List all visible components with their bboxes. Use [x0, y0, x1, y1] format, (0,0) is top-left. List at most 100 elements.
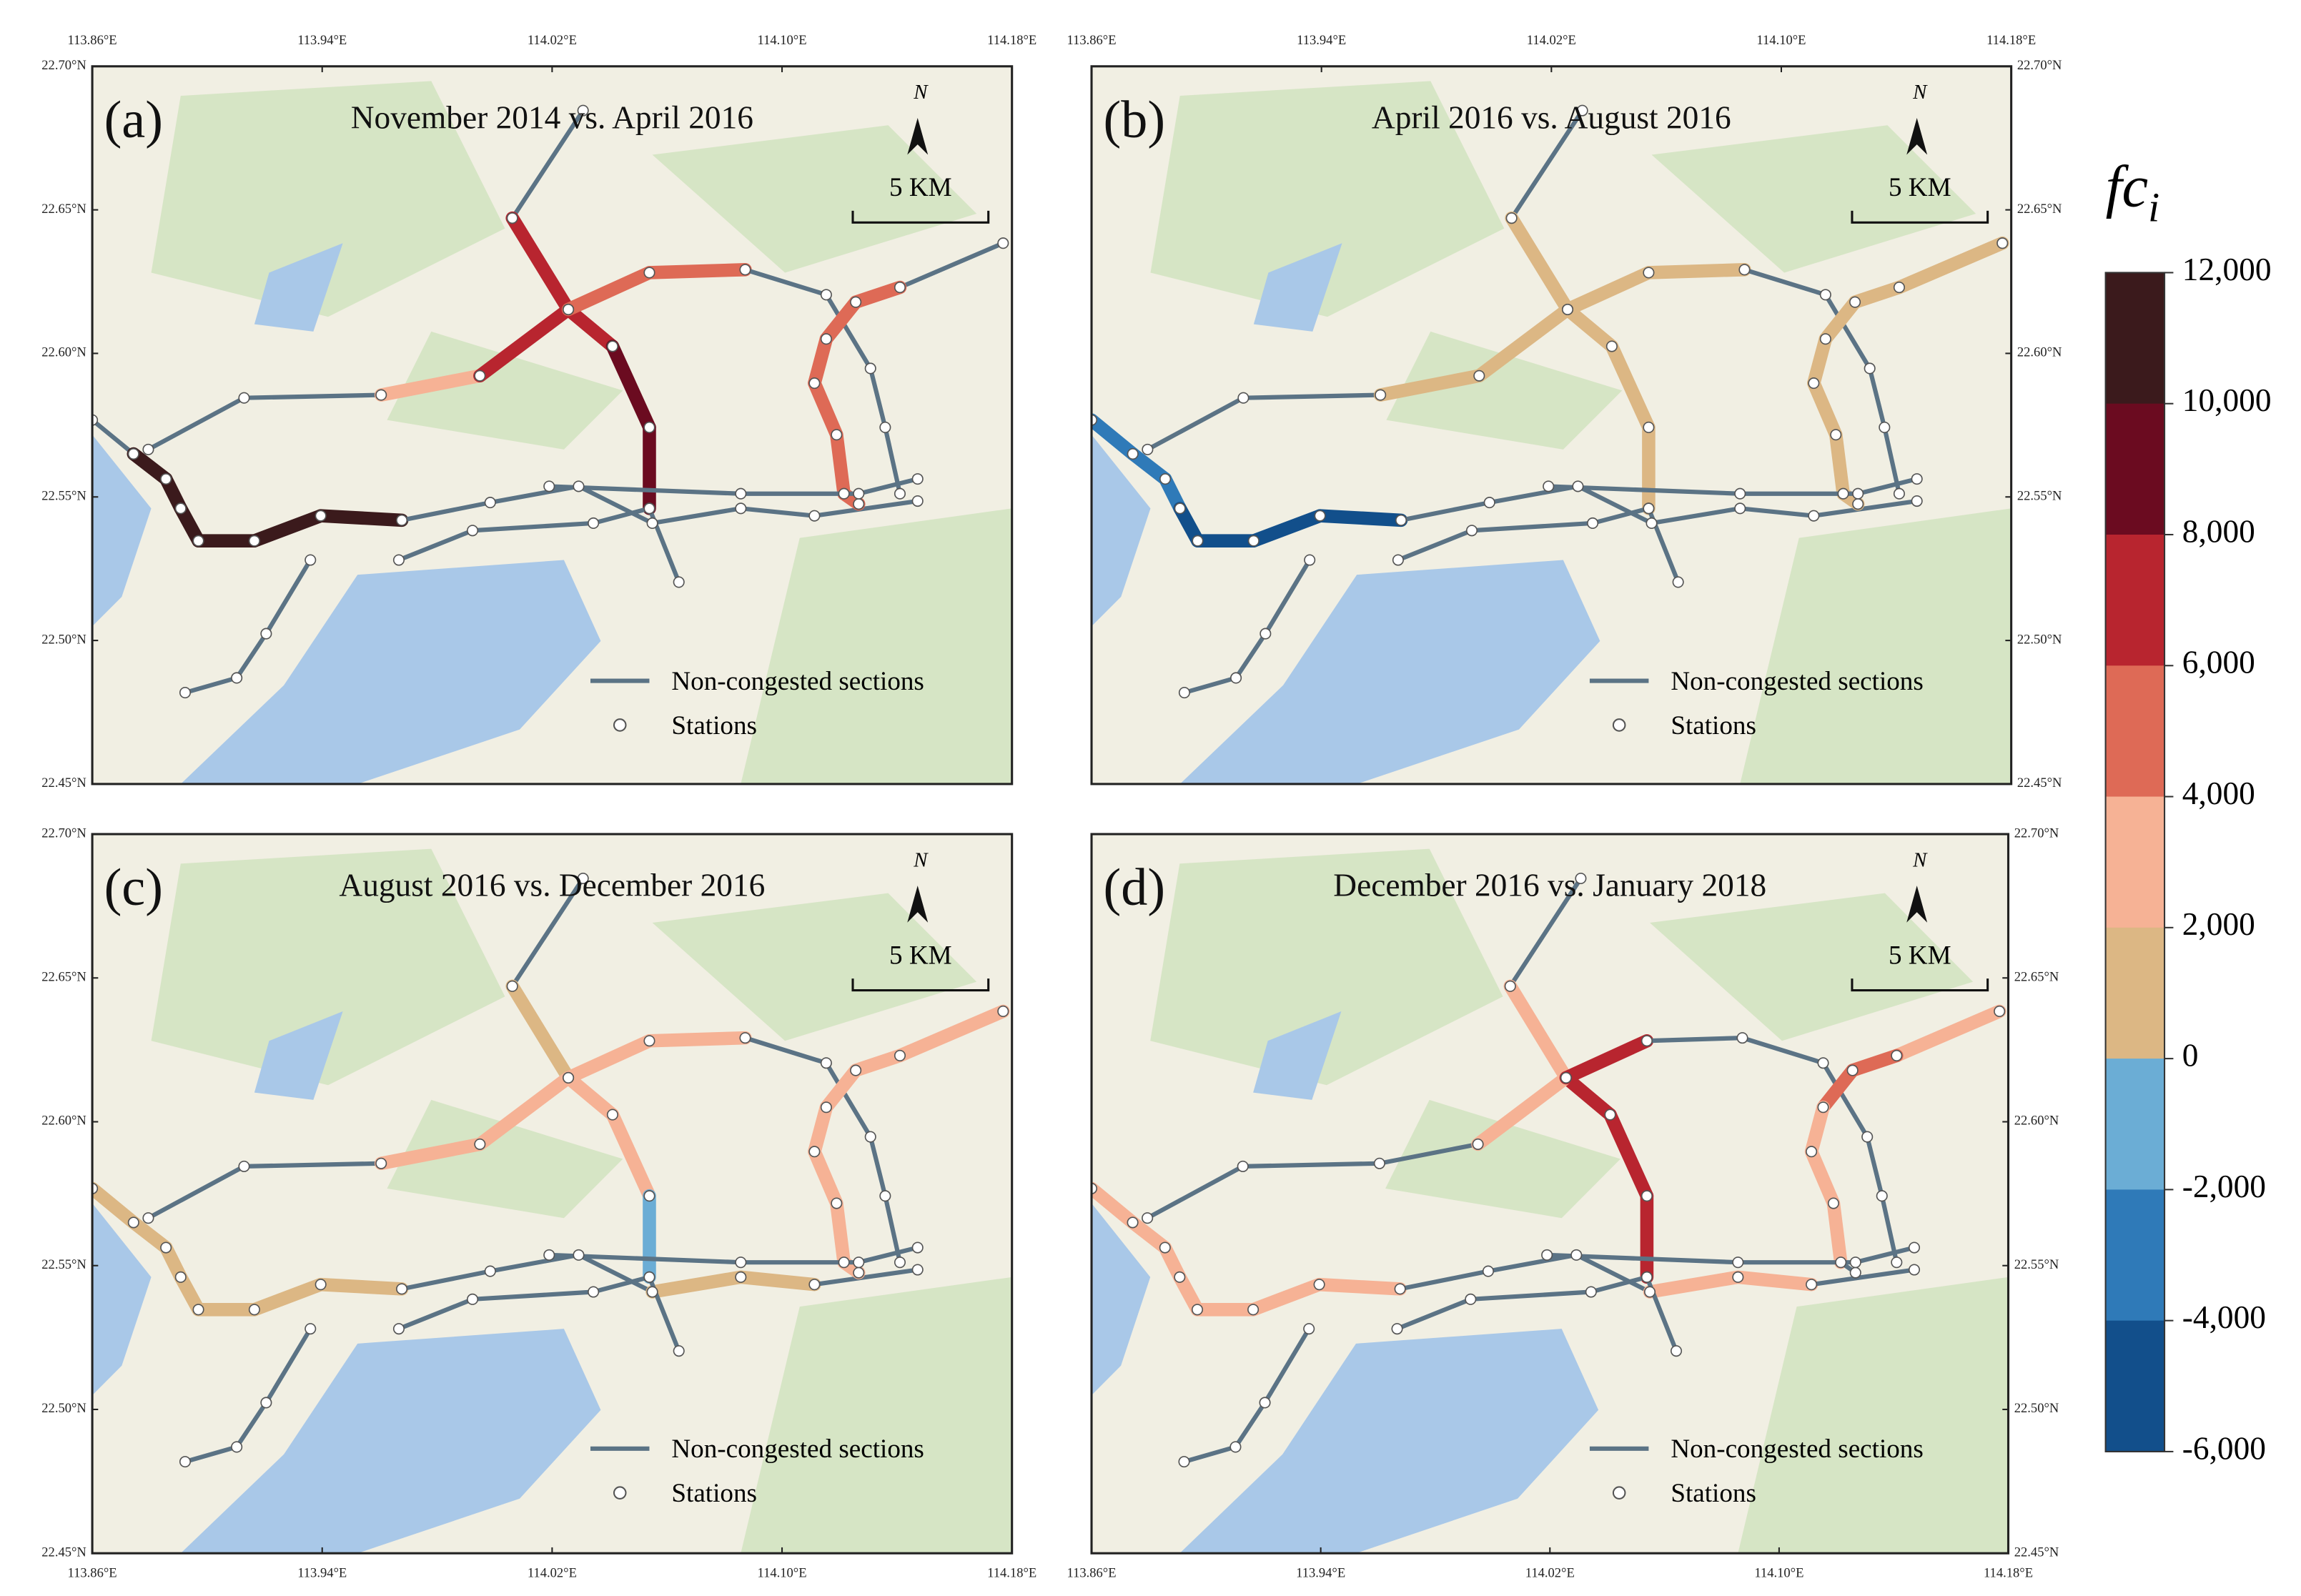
- station: [1849, 1267, 1861, 1279]
- station: [1861, 1131, 1874, 1143]
- metro-section: [1241, 392, 1383, 400]
- metro-section: [92, 417, 136, 457]
- bay: [1179, 560, 1600, 784]
- station: [506, 980, 518, 992]
- station: [1259, 1397, 1271, 1409]
- colorbar-tick-label: -4,000: [2182, 1299, 2266, 1335]
- metro-section: [812, 498, 920, 518]
- lat-tick-label: 22.60°N: [2014, 1114, 2059, 1129]
- station: [396, 514, 408, 526]
- lon-tick-label: 113.94°E: [1297, 33, 1346, 48]
- station: [160, 1241, 172, 1254]
- station: [1178, 1456, 1190, 1468]
- station: [1472, 1138, 1484, 1150]
- station: [142, 443, 154, 455]
- lon-tick-label: 113.94°E: [1296, 1565, 1345, 1580]
- station: [643, 267, 655, 279]
- congested-section: [893, 1004, 1010, 1063]
- station: [1670, 1345, 1683, 1357]
- congested-section: [1471, 1071, 1573, 1151]
- station: [1561, 303, 1574, 316]
- panel-label: (d): [1104, 858, 1166, 917]
- metro-section: [738, 506, 817, 518]
- congested-section: [1804, 1100, 1830, 1159]
- congested-section: [1642, 263, 1751, 279]
- panel-title: November 2014 vs. April 2016: [351, 99, 753, 135]
- station: [808, 510, 821, 522]
- metro-section: [1468, 1289, 1593, 1302]
- congested-section: [314, 1277, 409, 1296]
- station: [879, 1190, 891, 1202]
- station: [820, 1101, 832, 1114]
- station: [1864, 362, 1876, 375]
- panel-label: (a): [104, 91, 163, 149]
- congested-section: [830, 427, 851, 501]
- congested-section: [643, 263, 752, 279]
- colorbar-title: fci: [2106, 154, 2160, 231]
- lat-tick-label: 22.65°N: [41, 970, 86, 985]
- scale-label: 5 KM: [889, 941, 952, 970]
- congested-section: [605, 339, 656, 435]
- station: [573, 1249, 585, 1261]
- congested-section: [1804, 1144, 1841, 1210]
- station: [1876, 1190, 1888, 1202]
- lon-tick-label: 113.86°E: [1067, 1565, 1116, 1580]
- station: [735, 487, 747, 500]
- station: [1373, 1157, 1385, 1169]
- station: [1817, 1057, 1829, 1069]
- station: [1738, 264, 1751, 276]
- station: [853, 1267, 865, 1279]
- station: [853, 498, 865, 510]
- station: [127, 1216, 139, 1229]
- station: [1237, 392, 1250, 404]
- station: [1817, 1101, 1829, 1114]
- station: [1395, 514, 1407, 526]
- station: [1260, 628, 1272, 640]
- station: [853, 487, 865, 500]
- station: [1830, 429, 1842, 441]
- station: [643, 1190, 655, 1202]
- metro-section: [182, 1444, 239, 1464]
- colorbar-bin: [2105, 665, 2165, 798]
- lon-tick-label: 114.10°E: [758, 33, 807, 48]
- congested-section: [505, 979, 575, 1085]
- map: [92, 834, 1012, 1554]
- green-area: [151, 81, 505, 317]
- lat-tick-label: 22.50°N: [2017, 632, 2062, 647]
- metro-section: [576, 484, 655, 526]
- station: [1879, 421, 1891, 433]
- river-mouth: [1092, 435, 1151, 627]
- lat-tick-label: 22.60°N: [41, 1114, 86, 1129]
- station: [1127, 1216, 1139, 1229]
- lon-tick-label: 114.18°E: [1984, 1565, 2033, 1580]
- lon-tick-label: 113.94°E: [297, 1565, 347, 1580]
- lat-tick-label: 22.45°N: [41, 775, 86, 790]
- lat-tick-label: 22.60°N: [2017, 345, 2062, 360]
- station: [808, 1279, 821, 1291]
- lon-tick-label: 113.86°E: [68, 33, 117, 48]
- green-area: [151, 848, 505, 1086]
- station: [838, 1257, 850, 1269]
- metro-section: [242, 1161, 384, 1169]
- station: [1159, 1241, 1171, 1254]
- station: [735, 502, 747, 515]
- metro-section: [591, 1274, 652, 1294]
- metro-section: [1509, 108, 1585, 221]
- congested-section: [1247, 509, 1327, 547]
- station: [850, 296, 862, 308]
- lat-tick-label: 22.50°N: [41, 632, 86, 647]
- metro-section: [396, 528, 475, 562]
- metro-section: [1262, 1327, 1312, 1405]
- station: [260, 628, 272, 640]
- station: [1482, 1265, 1494, 1277]
- station: [894, 1049, 906, 1061]
- scale-label: 5 KM: [1889, 941, 1951, 970]
- congested-section: [1312, 1277, 1407, 1296]
- metro-section: [146, 395, 247, 452]
- colorbar-bin: [2105, 1320, 2165, 1452]
- station: [506, 212, 518, 224]
- metro-section: [1809, 1267, 1917, 1287]
- station: [1192, 535, 1204, 547]
- lat-tick-label: 22.50°N: [2014, 1401, 2059, 1416]
- lon-tick-label: 114.02°E: [1527, 33, 1576, 48]
